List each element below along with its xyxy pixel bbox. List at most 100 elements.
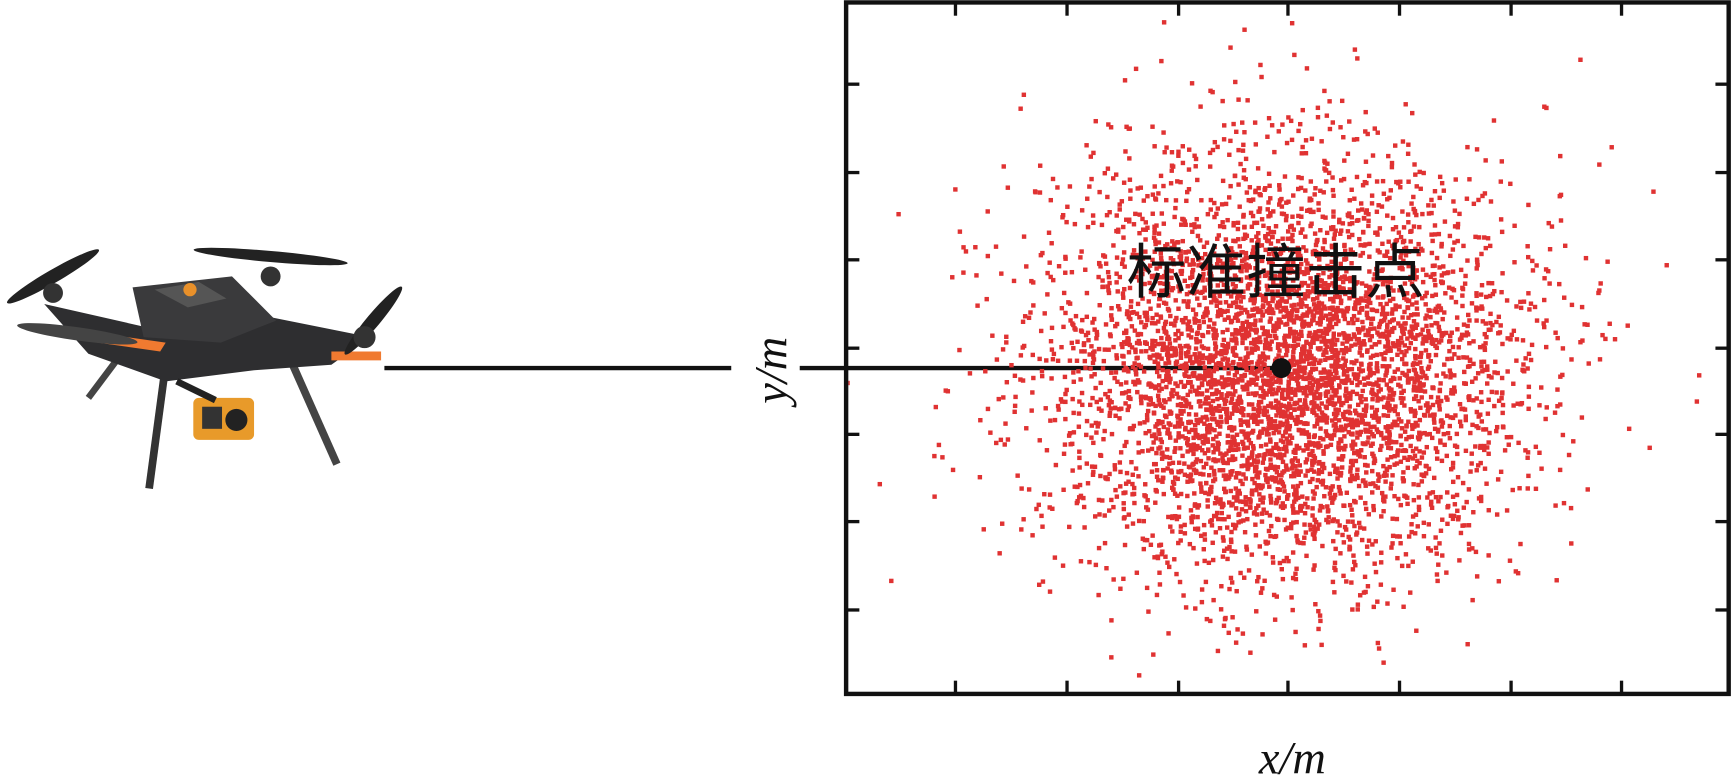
scatter-dot xyxy=(1377,474,1382,479)
scatter-dot xyxy=(1176,540,1181,546)
scatter-dot xyxy=(1125,336,1130,341)
scatter-dot xyxy=(1173,298,1178,303)
scatter-dot xyxy=(1141,546,1147,552)
scatter-dot xyxy=(1313,602,1318,607)
scatter-dot xyxy=(1309,467,1314,472)
scatter-dot xyxy=(1319,139,1324,144)
scatter-dot xyxy=(1244,275,1250,280)
scatter-dot xyxy=(1109,497,1114,503)
scatter-dot xyxy=(1343,378,1348,384)
scatter-dot xyxy=(1103,391,1108,397)
scatter-dot xyxy=(1253,276,1259,281)
scatter-dot xyxy=(1360,388,1365,394)
scatter-dot xyxy=(1215,236,1220,242)
scatter-dot xyxy=(1157,402,1163,407)
scatter-dot xyxy=(1118,382,1124,387)
scatter-dot xyxy=(1403,448,1409,454)
scatter-dot xyxy=(1258,497,1263,502)
scatter-dot xyxy=(1248,650,1253,655)
scatter-dot xyxy=(1333,321,1339,327)
scatter-dot xyxy=(1381,660,1386,665)
scatter-dot xyxy=(1063,270,1068,275)
scatter-dot xyxy=(1268,316,1273,321)
scatter-dot xyxy=(1355,382,1360,388)
scatter-dot xyxy=(1146,382,1151,387)
scatter-dot xyxy=(1518,299,1523,305)
scatter-dot xyxy=(1341,414,1346,420)
scatter-dot xyxy=(1201,319,1206,325)
scatter-dot xyxy=(1072,221,1078,227)
scatter-dot xyxy=(1230,501,1235,507)
scatter-dot xyxy=(1387,432,1392,437)
scatter-dot xyxy=(1220,535,1226,540)
scatter-dot xyxy=(1012,409,1017,415)
scatter-dot xyxy=(1204,461,1209,467)
scatter-dot xyxy=(1295,368,1301,374)
scatter-dot xyxy=(1312,396,1317,401)
scatter-dot xyxy=(1241,419,1246,425)
scatter-dot xyxy=(1267,319,1273,324)
scatter-dot xyxy=(1175,476,1180,482)
scatter-dot xyxy=(1096,421,1101,426)
scatter-dot xyxy=(1122,264,1127,269)
scatter-dot xyxy=(1210,398,1216,404)
scatter-dot xyxy=(1121,250,1127,255)
scatter-dot xyxy=(1598,281,1603,286)
scatter-dot xyxy=(1282,517,1287,523)
scatter-dot xyxy=(1204,240,1210,245)
scatter-dot xyxy=(1310,409,1315,414)
scatter-dot xyxy=(1349,187,1354,192)
scatter-dot xyxy=(1299,346,1305,352)
scatter-dot xyxy=(1136,518,1142,524)
scatter-dot xyxy=(1290,503,1295,509)
scatter-dot xyxy=(1506,442,1511,447)
scatter-dot xyxy=(1396,382,1401,388)
scatter-dot xyxy=(1336,318,1341,324)
scatter-dot xyxy=(1392,408,1398,414)
scatter-dot xyxy=(1134,274,1139,280)
scatter-dot xyxy=(1418,354,1424,359)
scatter-dot xyxy=(1240,320,1245,326)
scatter-dot xyxy=(1201,522,1207,528)
scatter-dot xyxy=(1479,251,1484,257)
scatter-dot xyxy=(1255,306,1260,311)
scatter-dot xyxy=(1268,493,1273,499)
scatter-dot xyxy=(1258,339,1263,345)
scatter-dot xyxy=(1578,340,1583,345)
scatter-dot xyxy=(1360,183,1366,188)
scatter-dot xyxy=(1225,344,1231,350)
scatter-dot xyxy=(1249,224,1255,229)
scatter-dot xyxy=(940,455,945,460)
scatter-dot xyxy=(1402,343,1408,348)
scatter-dot xyxy=(1286,395,1291,400)
scatter-dot xyxy=(1169,353,1174,358)
scatter-dot xyxy=(1326,515,1331,520)
scatter-dot xyxy=(1236,488,1242,494)
scatter-dot xyxy=(1498,179,1504,184)
scatter-dot xyxy=(1137,341,1142,346)
scatter-dot xyxy=(1200,332,1205,338)
scatter-dot xyxy=(1383,350,1388,356)
scatter-dot xyxy=(1402,429,1408,434)
scatter-dot xyxy=(1321,449,1326,454)
scatter-dot xyxy=(1175,179,1180,184)
scatter-dot xyxy=(1512,260,1517,265)
scatter-dot xyxy=(1457,401,1463,407)
scatter-dot xyxy=(1168,376,1173,381)
scatter-dot xyxy=(1359,353,1365,358)
scatter-dot xyxy=(1626,426,1632,432)
scatter-dot xyxy=(1240,631,1246,636)
scatter-dot xyxy=(1383,373,1388,378)
scatter-dot xyxy=(1238,519,1243,524)
scatter-dot xyxy=(1432,223,1438,228)
scatter-dot xyxy=(1213,346,1218,352)
scatter-dot xyxy=(1079,349,1084,354)
scatter-dot xyxy=(998,437,1004,443)
scatter-dot xyxy=(1366,223,1371,229)
scatter-dot xyxy=(1251,337,1257,342)
scatter-dot xyxy=(1343,256,1349,262)
scatter-dot xyxy=(1243,499,1248,505)
scatter-dot xyxy=(1275,289,1280,294)
scatter-dot xyxy=(1218,414,1224,419)
scatter-dot xyxy=(1126,350,1132,355)
